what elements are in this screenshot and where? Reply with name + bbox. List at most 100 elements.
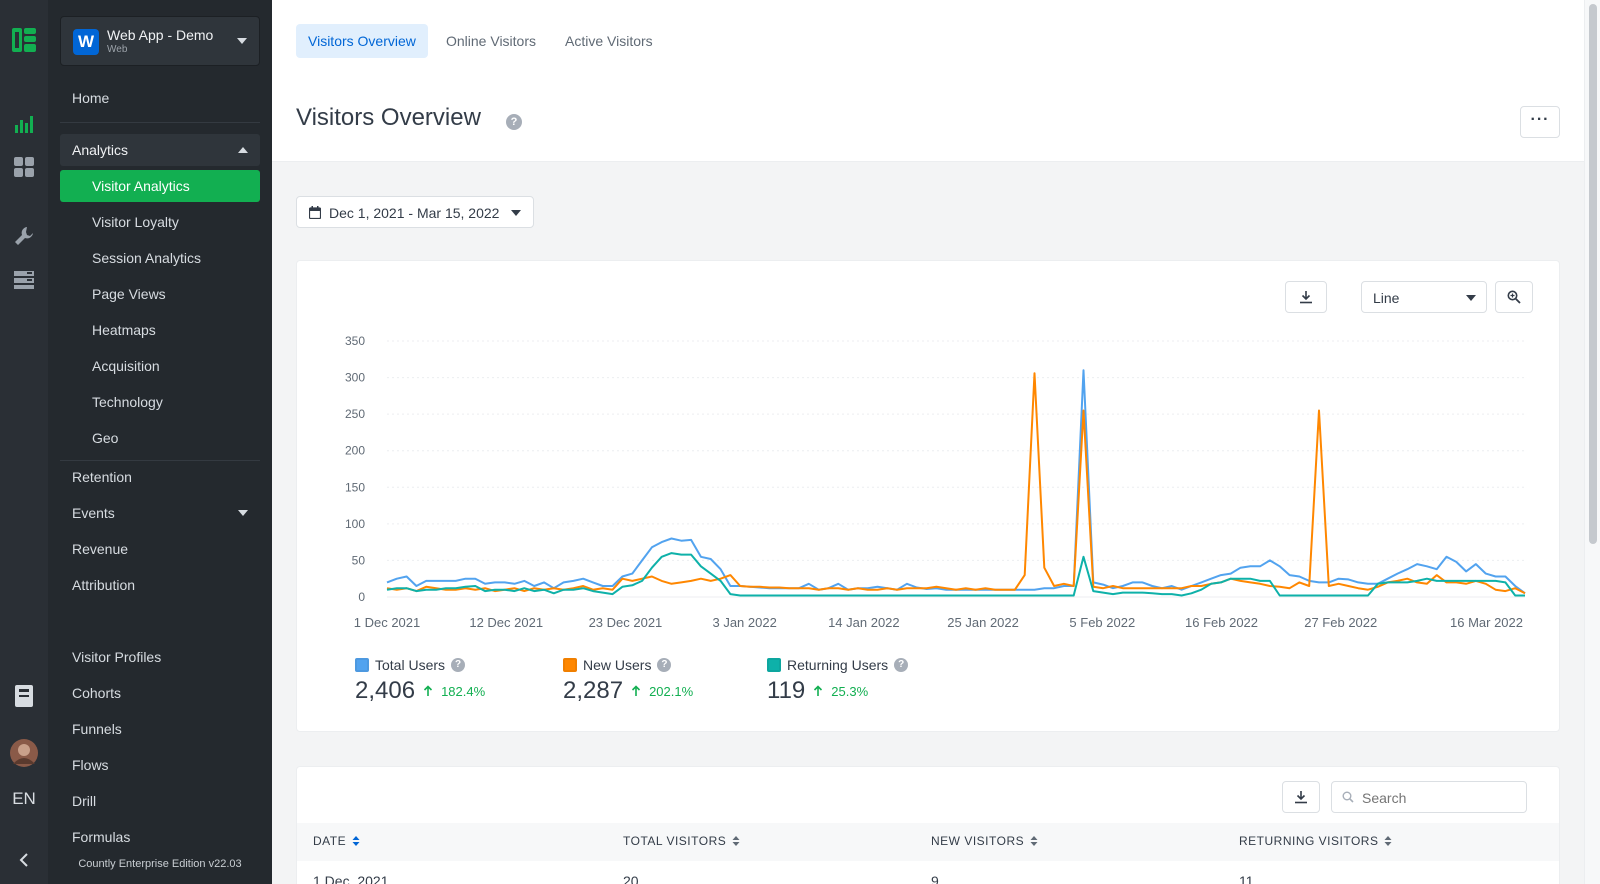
metric-total-users: Total Users ? 2,406 182.4%	[355, 657, 485, 705]
app-selector[interactable]: W Web App - Demo Web	[60, 16, 260, 66]
chevron-up-icon	[238, 147, 248, 153]
series-line-new-users	[386, 372, 1526, 595]
language-switcher[interactable]: EN	[12, 789, 36, 808]
search-input[interactable]	[1362, 788, 1518, 808]
download-icon	[1295, 791, 1307, 804]
sidebar-item-label: Analytics	[72, 142, 129, 158]
sidebar-item-session-analytics[interactable]: Session Analytics	[92, 250, 201, 266]
column-header-returning-visitors[interactable]: RETURNING VISITORS	[1239, 834, 1392, 848]
x-tick-label: 25 Jan 2022	[947, 615, 1019, 630]
x-tick-label: 14 Jan 2022	[828, 615, 900, 630]
management-stack-icon[interactable]	[0, 262, 48, 298]
data-table-card: DATE TOTAL VISITORS NEW VISITORS RETURNI…	[296, 766, 1560, 884]
chart-type-select[interactable]: Line	[1361, 281, 1487, 313]
documentation-icon[interactable]	[0, 678, 48, 714]
tab-visitors-overview[interactable]: Visitors Overview	[296, 24, 428, 58]
x-tick-label: 1 Dec 2021	[354, 615, 421, 630]
x-tick-label: 16 Mar 2022	[1450, 615, 1523, 630]
metric-label: New Users	[583, 657, 652, 673]
legend-swatch-returning-users[interactable]	[767, 658, 781, 672]
more-options-button[interactable]: ···	[1520, 106, 1560, 138]
table-cell-date: 1 Dec, 2021	[313, 873, 389, 884]
y-tick-label: 150	[345, 480, 365, 494]
analytics-bars-icon[interactable]	[0, 105, 48, 141]
sidebar-item-flows[interactable]: Flows	[72, 757, 109, 773]
sort-icon	[352, 836, 360, 846]
wrench-icon[interactable]	[0, 218, 48, 254]
column-label: TOTAL VISITORS	[623, 834, 727, 848]
legend-swatch-total-users[interactable]	[355, 658, 369, 672]
sort-icon	[732, 836, 740, 846]
metric-value: 2,287	[563, 677, 624, 704]
table-cell-new: 9	[931, 873, 939, 884]
sidebar-item-analytics[interactable]: Analytics	[60, 134, 260, 166]
metric-label: Returning Users	[787, 657, 889, 673]
column-header-date[interactable]: DATE	[313, 834, 360, 848]
tab-active-visitors[interactable]: Active Visitors	[565, 33, 653, 49]
sort-icon	[1384, 836, 1392, 846]
sidebar-item-visitor-analytics[interactable]: Visitor Analytics	[60, 170, 260, 202]
user-avatar[interactable]	[0, 735, 48, 771]
sidebar-item-visitor-loyalty[interactable]: Visitor Loyalty	[92, 214, 179, 230]
arrow-up-icon	[423, 685, 433, 696]
y-tick-label: 350	[345, 334, 365, 348]
x-tick-label: 16 Feb 2022	[1185, 615, 1258, 630]
date-range-picker[interactable]: Dec 1, 2021 - Mar 15, 2022	[296, 196, 534, 228]
sidebar-item-events[interactable]: Events	[60, 497, 260, 529]
page-header: Visitors Overview Online Visitors Active…	[272, 0, 1584, 162]
trend-up: 182.4%	[423, 684, 485, 699]
zoom-button[interactable]	[1495, 281, 1533, 313]
help-icon[interactable]: ?	[894, 658, 909, 672]
arrow-up-icon	[631, 685, 641, 696]
download-chart-button[interactable]	[1285, 281, 1327, 313]
sidebar-item-acquisition[interactable]: Acquisition	[92, 358, 160, 374]
metric-trend-value: 202.1%	[649, 683, 694, 699]
table-search[interactable]	[1331, 781, 1527, 813]
tab-online-visitors[interactable]: Online Visitors	[446, 33, 537, 49]
help-icon[interactable]: ?	[506, 114, 522, 130]
sidebar-item-revenue[interactable]: Revenue	[72, 541, 129, 557]
x-tick-label: 23 Dec 2021	[589, 615, 663, 630]
chevron-down-icon	[1466, 295, 1476, 301]
legend-swatch-new-users[interactable]	[563, 658, 577, 672]
sidebar-item-drill[interactable]: Drill	[72, 793, 97, 809]
sidebar-item-label: Events	[72, 505, 115, 521]
sidebar-item-visitor-profiles[interactable]: Visitor Profiles	[72, 649, 162, 665]
arrow-up-icon	[814, 685, 823, 696]
sidebar-item-home[interactable]: Home	[72, 90, 110, 106]
page-scrollbar[interactable]	[1584, 0, 1600, 884]
sidebar-item-retention[interactable]: Retention	[72, 469, 132, 485]
collapse-sidebar-icon[interactable]	[0, 842, 48, 878]
sidebar-item-technology[interactable]: Technology	[92, 394, 163, 410]
download-table-button[interactable]	[1282, 781, 1320, 813]
trend-up: 202.1%	[631, 684, 693, 699]
sidebar-item-funnels[interactable]: Funnels	[72, 721, 122, 737]
dashboards-grid-icon[interactable]	[0, 149, 48, 185]
sidebar-item-cohorts[interactable]: Cohorts	[72, 685, 122, 701]
y-tick-label: 300	[345, 371, 365, 385]
help-icon[interactable]: ?	[451, 658, 466, 672]
column-header-total-visitors[interactable]: TOTAL VISITORS	[623, 834, 740, 848]
column-header-new-visitors[interactable]: NEW VISITORS	[931, 834, 1038, 848]
sidebar-item-geo[interactable]: Geo	[92, 430, 119, 446]
page-title: Visitors Overview	[296, 104, 481, 131]
table-header: DATE TOTAL VISITORS NEW VISITORS RETURNI…	[297, 823, 1559, 861]
sidebar-item-attribution[interactable]: Attribution	[72, 577, 136, 593]
help-icon[interactable]: ?	[657, 658, 672, 672]
divider	[60, 122, 260, 123]
sidebar-item-page-views[interactable]: Page Views	[92, 286, 166, 302]
chart-type-value: Line	[1373, 290, 1400, 306]
countly-logo-icon[interactable]	[0, 22, 48, 58]
sidebar-item-heatmaps[interactable]: Heatmaps	[92, 322, 156, 338]
column-label: NEW VISITORS	[931, 834, 1025, 848]
main-content: Visitors Overview Online Visitors Active…	[272, 0, 1584, 884]
chevron-down-icon	[238, 510, 248, 516]
metric-value: 2,406	[355, 677, 416, 704]
y-tick-label: 100	[345, 517, 365, 531]
scrollbar-thumb[interactable]	[1589, 4, 1597, 544]
chart-card: Line 0 50 100 150 200 250 300 350 1 Dec 2021 12 D…	[296, 260, 1560, 732]
metric-value: 119	[767, 677, 806, 704]
calendar-icon	[309, 206, 321, 219]
sidebar-item-formulas[interactable]: Formulas	[72, 829, 131, 845]
sidebar: W Web App - Demo Web Home Analytics Visi…	[48, 0, 272, 884]
